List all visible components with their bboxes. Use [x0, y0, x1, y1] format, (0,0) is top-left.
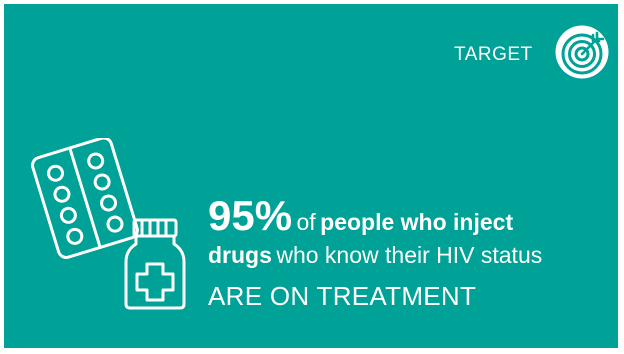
- headline-line-2: drugs who know their HIV status: [208, 238, 612, 276]
- target-label: TARGET: [454, 44, 533, 65]
- pills-and-medicine-bottle-icon: [31, 138, 186, 310]
- group-text-part1: people who inject: [320, 209, 514, 235]
- group-text-part2: drugs: [208, 242, 272, 268]
- infographic-card: TARGET: [4, 4, 618, 348]
- target-icon: [555, 25, 609, 79]
- outcome-text: ARE ON TREATMENT: [208, 281, 477, 311]
- status-text: who know their HIV status: [276, 242, 543, 268]
- percent-value: 95%: [208, 192, 293, 239]
- of-text: of: [296, 209, 316, 235]
- headline: 95% of people who inject drugs who know …: [208, 192, 612, 316]
- headline-line-1: 95% of people who inject: [208, 192, 612, 239]
